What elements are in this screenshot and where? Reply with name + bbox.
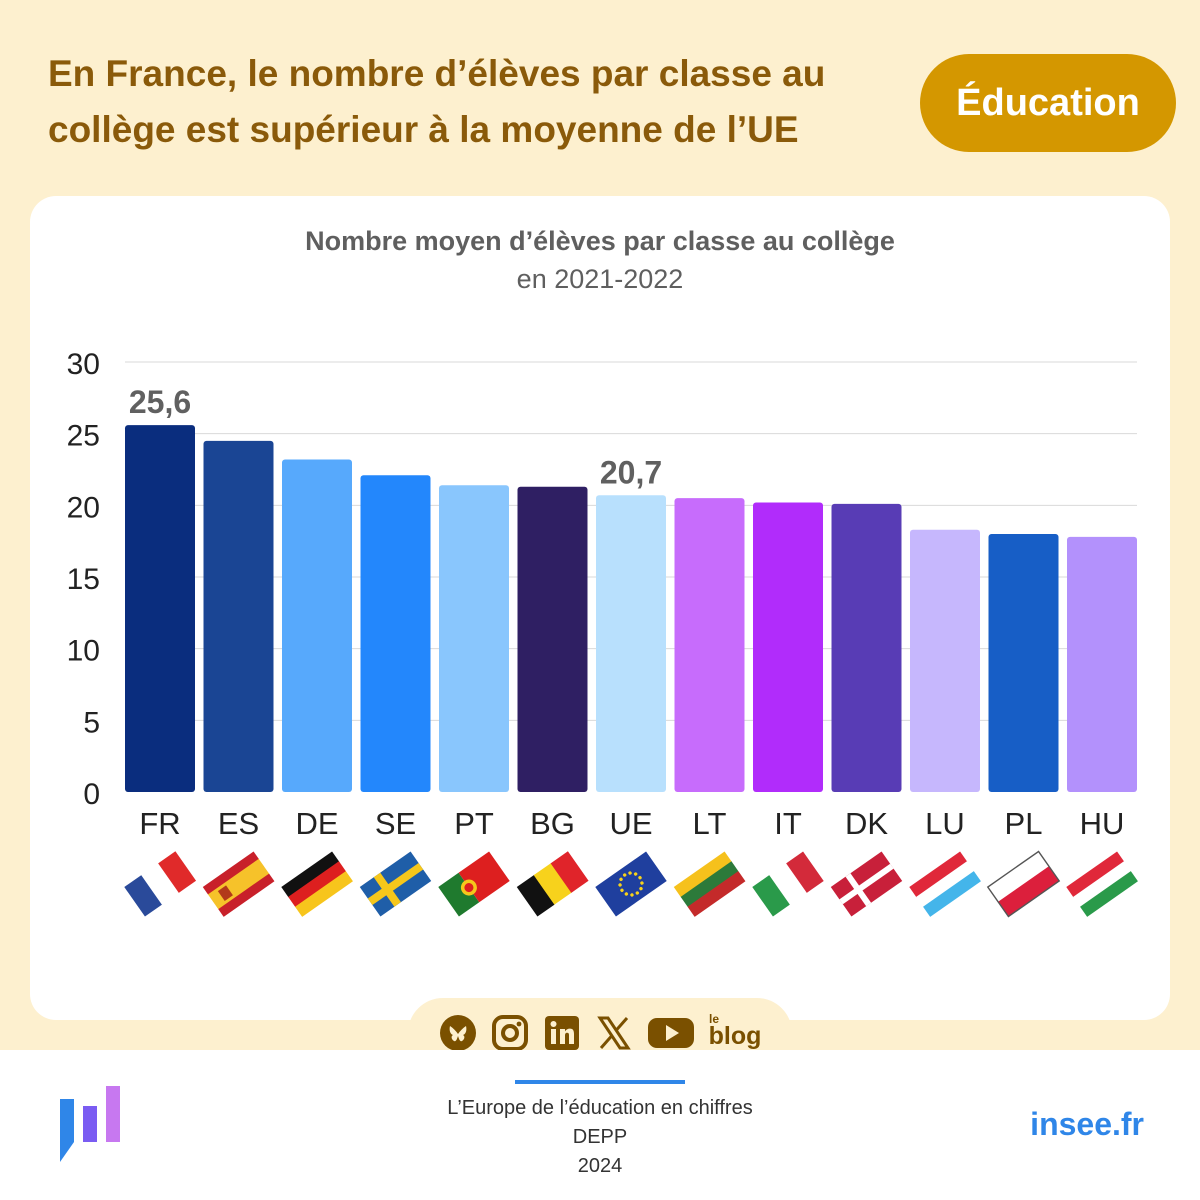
bar-lu	[910, 529, 980, 792]
flag-spain-icon	[202, 851, 275, 917]
flag-germany-icon	[281, 851, 353, 917]
flag-portugal-icon	[438, 851, 510, 917]
footer-source-title: L’Europe de l’éducation en chiffres	[447, 1097, 753, 1119]
bar-ue	[596, 495, 666, 792]
bar-pl	[988, 534, 1059, 792]
flag-luxembourg-icon	[909, 851, 981, 917]
bar-lt	[674, 498, 745, 792]
x-tick-label: SE	[375, 806, 416, 841]
x-tick-label: PT	[454, 806, 494, 841]
x-tick-label: HU	[1080, 806, 1125, 841]
x-tick-label: UE	[609, 806, 652, 841]
y-tick-label: 20	[67, 491, 100, 524]
footer-source-org: DEPP	[572, 1126, 628, 1148]
footer-source-year: 2024	[577, 1155, 623, 1177]
bar-bg	[517, 486, 588, 792]
headline-line-2: collège est supérieur à la moyenne de l’…	[48, 109, 799, 150]
x-tick-label: ES	[218, 806, 259, 841]
youtube-icon[interactable]	[647, 1014, 695, 1052]
x-tick-label: DK	[845, 806, 888, 841]
footer-divider	[515, 1080, 685, 1084]
x-tick-label: LT	[693, 806, 727, 841]
flag-lithuania-icon	[673, 851, 746, 917]
flag-italy-icon	[752, 851, 824, 917]
headline: En France, le nombre d’élèves par classe…	[48, 46, 928, 158]
bar-fr	[125, 425, 195, 792]
linkedin-icon[interactable]	[543, 1014, 581, 1052]
x-tick-label: IT	[774, 806, 802, 841]
category-tag: Éducation	[920, 54, 1176, 152]
bar-se	[360, 475, 431, 792]
headline-line-1: En France, le nombre d’élèves par classe…	[48, 53, 826, 94]
x-tick-label: BG	[530, 806, 575, 841]
flag-belgium-icon	[516, 851, 589, 917]
x-tick-label: PL	[1005, 806, 1043, 841]
x-tick-label: FR	[139, 806, 180, 841]
flag-denmark-icon	[830, 851, 903, 917]
y-tick-label: 25	[67, 420, 100, 453]
bar-chart: 0 5 10 15 20 25 30 FR 25,6 ES DE SE PT BG UE 20,7 LT IT DK…	[67, 348, 1138, 918]
footer: L’Europe de l’éducation en chiffres DEPP…	[0, 1050, 1200, 1200]
bar-es	[203, 440, 274, 792]
x-icon[interactable]	[595, 1014, 633, 1052]
footer-source: L’Europe de l’éducation en chiffres DEPP…	[0, 1094, 1200, 1181]
flag-eu-icon	[595, 851, 667, 917]
bar-de	[282, 459, 352, 792]
bar-pt	[439, 485, 509, 792]
blog-icon[interactable]: le blog	[708, 1012, 762, 1052]
chart-card: Nombre moyen d’élèves par classe au coll…	[30, 196, 1170, 1020]
depp-logo-icon	[58, 1086, 124, 1167]
flag-france-icon	[124, 851, 197, 917]
y-tick-label: 5	[83, 706, 100, 739]
flag-sweden-icon	[359, 851, 432, 917]
bar-hu	[1067, 536, 1137, 792]
flag-poland-icon	[986, 850, 1061, 918]
y-tick-label: 30	[67, 348, 100, 381]
blog-label: blog	[708, 1021, 762, 1050]
blog-small-label: le	[709, 1012, 720, 1026]
bluesky-icon[interactable]	[439, 1014, 477, 1052]
data-label: 25,6	[129, 384, 191, 420]
bar-dk	[831, 503, 902, 792]
chart-subtitle: en 2021-2022	[516, 264, 684, 294]
x-tick-label: LU	[925, 806, 965, 841]
y-tick-label: 0	[83, 778, 100, 811]
data-label: 20,7	[600, 454, 662, 490]
chart-title: Nombre moyen d’élèves par classe au coll…	[305, 226, 895, 256]
y-tick-label: 15	[67, 563, 100, 596]
y-tick-label: 10	[67, 635, 100, 668]
bar-it	[753, 502, 823, 792]
flag-hungary-icon	[1066, 851, 1138, 917]
site-link[interactable]: insee.fr	[1030, 1106, 1144, 1142]
x-tick-label: DE	[295, 806, 338, 841]
instagram-icon[interactable]	[491, 1014, 529, 1052]
